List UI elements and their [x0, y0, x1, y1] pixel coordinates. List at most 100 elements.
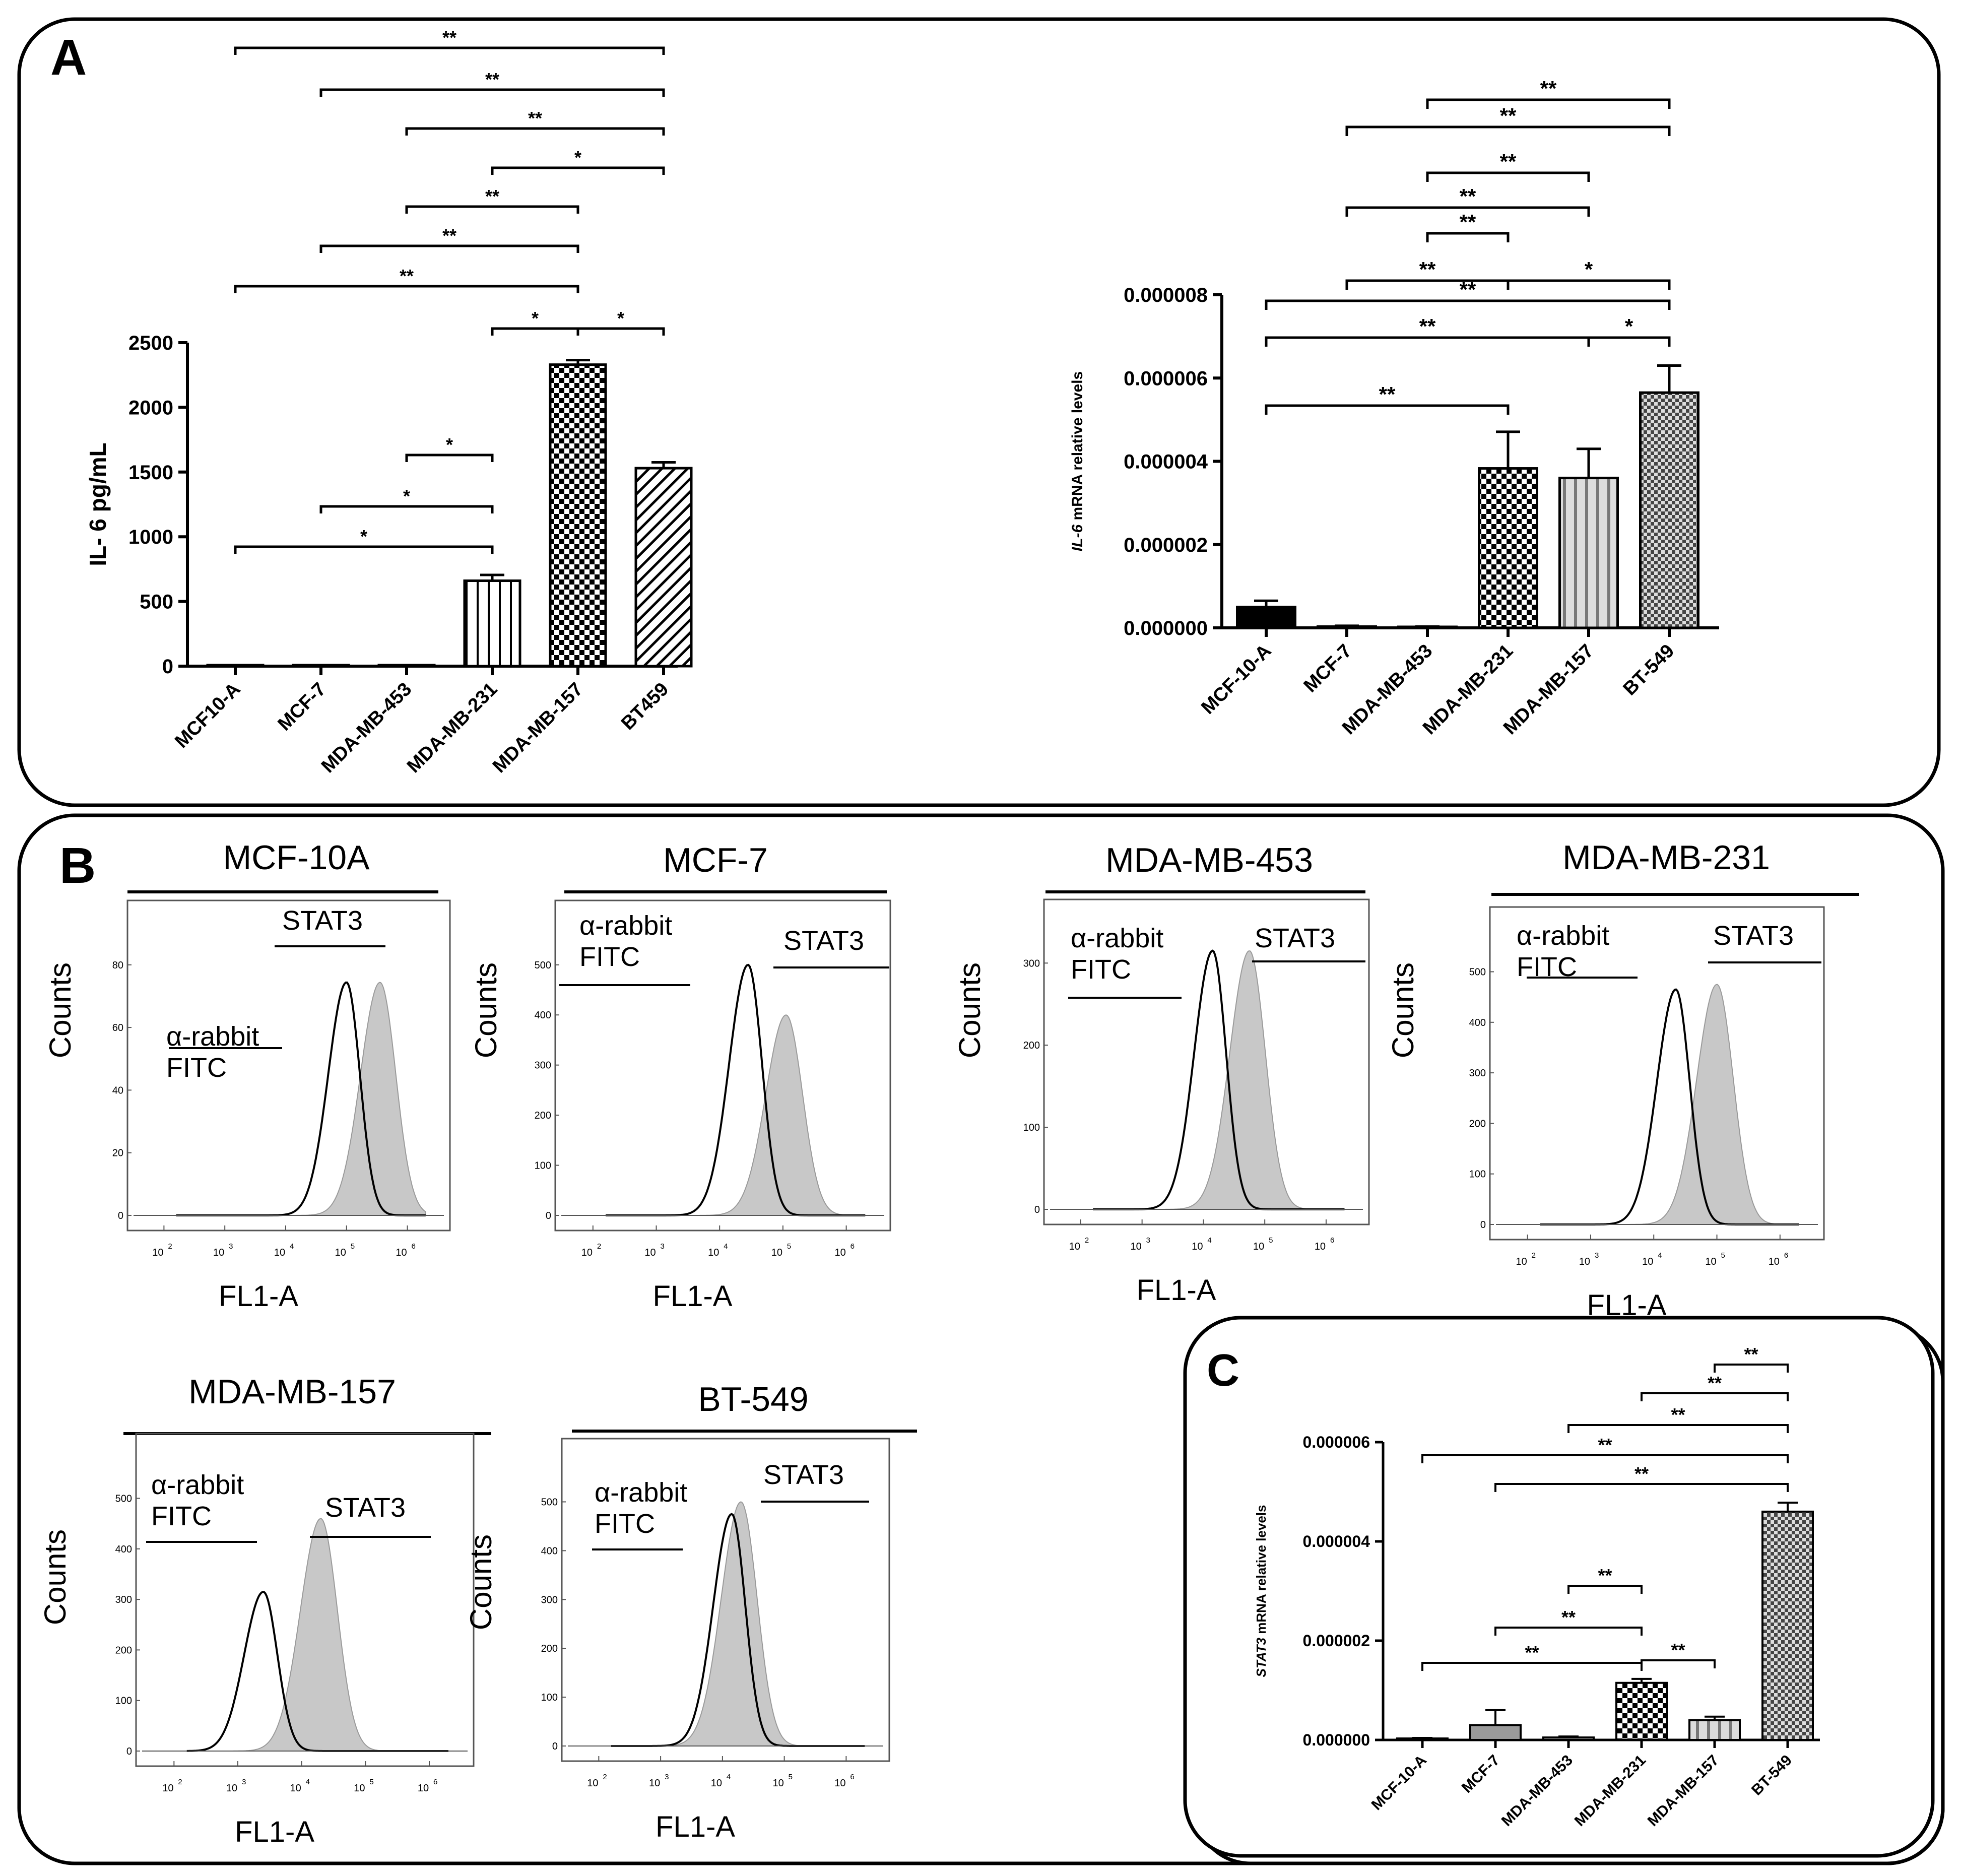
- x-tick-exponent: 2: [597, 1242, 601, 1251]
- significance-label: **: [1744, 1344, 1758, 1365]
- x-tick-label: 10: [1642, 1256, 1653, 1267]
- histogram-frame: [126, 899, 451, 1232]
- y-tick-label: 100: [115, 1696, 132, 1707]
- isotype-histogram: [1540, 988, 1799, 1225]
- significance-label: **: [442, 225, 456, 246]
- x-tick-label: 10: [1253, 1241, 1264, 1252]
- significance-bracket: [405, 205, 579, 214]
- flow-panel-title: MCF-10A: [223, 838, 370, 877]
- y-tick-label: 400: [115, 1544, 132, 1555]
- y-tick-label: 500: [115, 1494, 132, 1505]
- x-tick-label: 10: [1516, 1256, 1527, 1267]
- x-tick-exponent: 5: [369, 1778, 373, 1786]
- y-tick-label: 0: [552, 1741, 558, 1752]
- y-tick-label: 200: [115, 1645, 132, 1656]
- significance-label: *: [360, 526, 367, 547]
- y-tick-label: 0.000000: [1303, 1731, 1370, 1749]
- significance-bracket: [1265, 299, 1671, 310]
- isotype-label-line2: FITC: [166, 1053, 227, 1083]
- isotype-label-line2: FITC: [579, 942, 640, 972]
- y-tick-label: 100: [535, 1160, 551, 1172]
- y-tick-label: 300: [1023, 958, 1040, 969]
- stat3-label: STAT3: [763, 1460, 844, 1490]
- significance-bracket: [576, 327, 665, 336]
- y-tick-label: 0: [162, 656, 173, 678]
- x-tick-exponent: 3: [242, 1778, 246, 1786]
- significance-bracket: [319, 244, 579, 253]
- flow-panel-title: MDA-MB-453: [1105, 841, 1313, 879]
- x-tick-label: 10: [290, 1783, 301, 1794]
- panel-c-frame: [1183, 1316, 1935, 1858]
- significance-label: **: [1708, 1373, 1722, 1393]
- stat3-label: STAT3: [325, 1493, 406, 1523]
- x-tick-label: 10: [1069, 1241, 1080, 1252]
- x-tick-exponent: 3: [1146, 1236, 1150, 1245]
- y-tick-label: 500: [1469, 967, 1486, 978]
- x-tick-label: 10: [418, 1783, 429, 1794]
- x-tick-exponent: 6: [433, 1778, 437, 1786]
- x-tick-label: 10: [1131, 1241, 1142, 1252]
- flow-panel-mda-mb-231: MDA-MB-231 0 100 200 300 400 500 10 2 10 3 10 4 10 5 10…: [1386, 838, 1859, 1322]
- isotype-label-line2: FITC: [151, 1501, 212, 1531]
- y-axis-label: STAT3 mRNA relative levels: [1254, 1505, 1269, 1677]
- x-tick-label: 10: [1769, 1256, 1780, 1267]
- significance-bracket: [405, 127, 665, 136]
- x-axis-label: FL1-A: [653, 1280, 733, 1313]
- y-axis-label: Counts: [469, 962, 503, 1058]
- y-tick-label: 200: [535, 1110, 551, 1121]
- y-tick-label: 80: [112, 960, 123, 971]
- isotype-label-line1: α-rabbit: [595, 1477, 687, 1508]
- category-label: MCF-10-A: [1197, 640, 1275, 719]
- y-axis-label: IL-6 mRNA relative levels: [1069, 371, 1086, 551]
- x-tick-exponent: 4: [306, 1778, 310, 1786]
- significance-bracket: [1265, 336, 1590, 347]
- bar-mcf10-a: [206, 664, 265, 668]
- category-label: MCF-7: [1300, 640, 1356, 697]
- significance-label: **: [1419, 314, 1436, 338]
- x-tick-exponent: 4: [1658, 1251, 1662, 1260]
- x-tick-exponent: 3: [665, 1773, 669, 1781]
- significance-bracket: [234, 46, 665, 55]
- x-tick-exponent: 6: [1330, 1236, 1334, 1245]
- bar-mda-mb-157: [1688, 1719, 1741, 1741]
- significance-label: *: [532, 308, 539, 329]
- y-axis-label-text: mRNA relative levels: [1254, 1505, 1269, 1638]
- y-tick-label: 1500: [128, 462, 173, 484]
- y-tick-label: 0: [1034, 1204, 1040, 1215]
- x-tick-label: 10: [1705, 1256, 1716, 1267]
- x-tick-exponent: 2: [1532, 1251, 1536, 1260]
- x-tick-exponent: 6: [1784, 1251, 1788, 1260]
- significance-bracket: [319, 88, 665, 97]
- bar-mda-mb-157: [549, 363, 607, 668]
- x-tick-exponent: 2: [178, 1778, 182, 1786]
- significance-label: **: [1460, 278, 1476, 301]
- significance-bracket: [1345, 125, 1671, 136]
- x-tick-label: 10: [587, 1778, 598, 1789]
- y-tick-label: 0.000004: [1124, 451, 1208, 473]
- y-tick-label: 100: [541, 1692, 558, 1703]
- y-tick-label: 200: [1023, 1040, 1040, 1051]
- y-axis-label: Counts: [953, 962, 987, 1058]
- x-tick-exponent: 2: [603, 1773, 607, 1781]
- significance-label: **: [1379, 382, 1396, 406]
- stat3-label: STAT3: [1713, 921, 1794, 951]
- panel-a-frame: [17, 17, 1941, 807]
- y-tick-label: 200: [1469, 1118, 1486, 1129]
- stat3-histogram: [1093, 950, 1345, 1210]
- y-axis-label-gene: STAT3: [1254, 1637, 1269, 1677]
- x-tick-label: 10: [834, 1778, 845, 1789]
- significance-label: **: [1419, 257, 1436, 281]
- bar-mda-mb-231: [1478, 467, 1538, 629]
- stat3-histogram: [186, 1518, 448, 1752]
- significance-bracket: [1587, 336, 1671, 347]
- y-axis-label-gene: IL-6: [1069, 525, 1086, 552]
- y-tick-label: 400: [541, 1545, 558, 1557]
- x-tick-exponent: 4: [1207, 1236, 1211, 1245]
- stat3-label: STAT3: [282, 905, 363, 936]
- significance-label: **: [1460, 184, 1476, 208]
- flow-panel-mda-mb-157: MDA-MB-157 0 100 200 300 400 500 10 2 10 3 10 4 10 5 10…: [38, 1373, 491, 1848]
- y-tick-label: 40: [112, 1085, 123, 1096]
- x-tick-exponent: 3: [1595, 1251, 1599, 1260]
- significance-label: *: [446, 434, 453, 455]
- panel-label-c: C: [1207, 1345, 1239, 1396]
